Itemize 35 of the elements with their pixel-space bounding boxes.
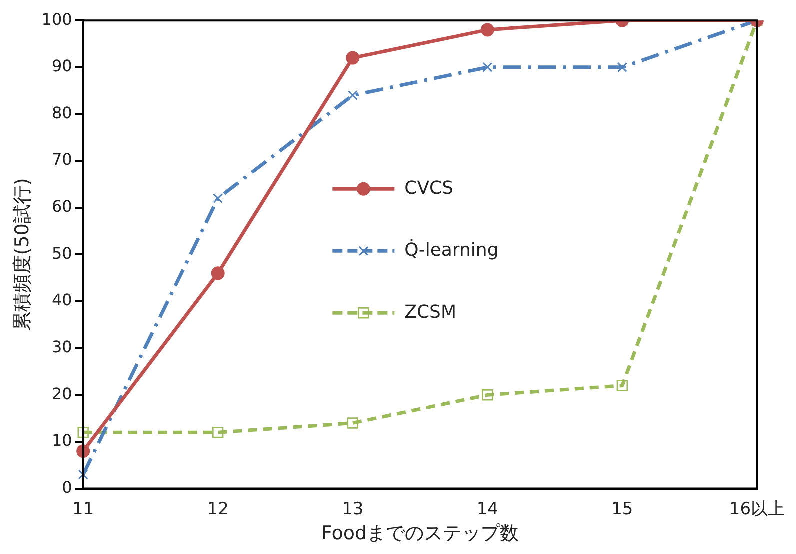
- y-tick-label: 30: [52, 337, 72, 356]
- x-tick-label: 14: [476, 499, 498, 520]
- y-tick-label: 60: [52, 197, 72, 216]
- point: [480, 23, 494, 37]
- x-tick-label: 11: [72, 499, 94, 520]
- point: [346, 51, 360, 65]
- legend-label: ZCSM: [404, 302, 457, 323]
- point: [482, 390, 494, 401]
- legend-label: CVCS: [404, 178, 454, 199]
- y-tick-label: 90: [52, 56, 72, 76]
- x-axis-title: Foodまでのステップ数: [321, 522, 520, 545]
- x-tick-label: 16以上: [729, 499, 786, 520]
- point: [482, 62, 493, 72]
- legend-label: Q̇-learning: [404, 238, 499, 261]
- y-axis-title: 累積頻度(50試行): [11, 178, 34, 332]
- point: [78, 470, 88, 480]
- y-tick-label: 0: [62, 478, 72, 497]
- y-tick-label: 20: [52, 384, 72, 404]
- x-tick-label: 15: [612, 499, 634, 520]
- y-tick-label: 70: [52, 150, 72, 170]
- point: [616, 380, 628, 392]
- point: [78, 427, 89, 438]
- point: [348, 90, 358, 101]
- y-tick-label: 50: [52, 244, 72, 263]
- x-tick-label: 12: [207, 499, 229, 520]
- y-tick-label: 100: [42, 10, 72, 29]
- point: [212, 427, 224, 438]
- point: [617, 62, 628, 72]
- point: [347, 418, 358, 429]
- y-tick-label: 40: [52, 290, 72, 310]
- point: [213, 194, 224, 204]
- point: [211, 266, 225, 280]
- y-tick-label: 80: [52, 103, 72, 122]
- x-tick-label: 13: [342, 499, 364, 520]
- y-tick-label: 10: [52, 431, 72, 450]
